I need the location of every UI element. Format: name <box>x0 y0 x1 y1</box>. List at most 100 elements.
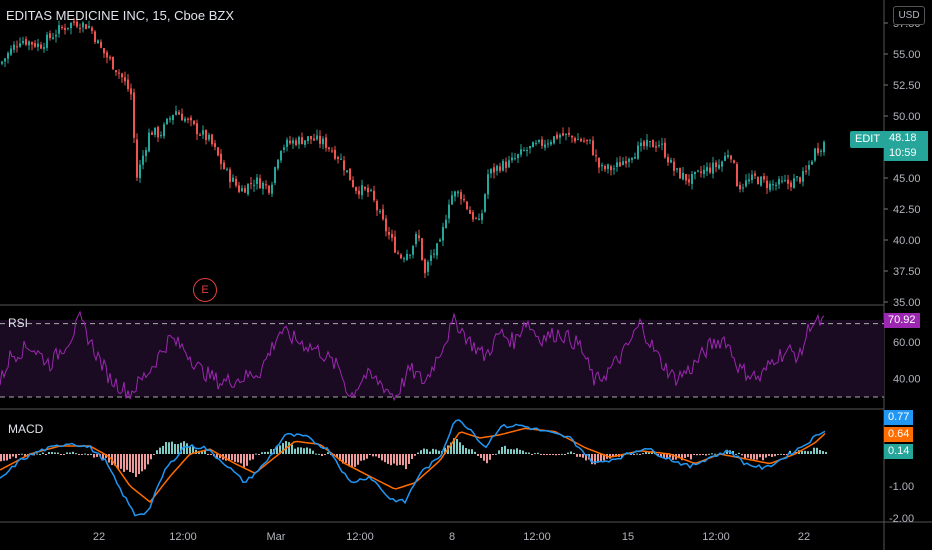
candle-body <box>547 143 549 145</box>
candle-body <box>115 70 117 73</box>
candle-body <box>685 173 687 181</box>
rsi-label[interactable]: RSI <box>8 316 29 330</box>
candle-body <box>505 161 507 169</box>
macd-histogram-bar <box>51 452 53 454</box>
candle-body <box>481 213 483 221</box>
candle-body <box>520 149 522 155</box>
candle-body <box>442 226 444 241</box>
candle-body <box>511 157 513 161</box>
candle-body <box>343 160 345 171</box>
macd-histogram-bar <box>678 454 680 459</box>
candle-body <box>124 77 126 82</box>
macd-histogram-bar <box>9 454 11 459</box>
macd-histogram-bar <box>591 454 593 465</box>
candle-body <box>181 113 183 121</box>
candle-body <box>475 218 477 220</box>
candle-body <box>724 155 726 161</box>
candle-body <box>430 255 432 261</box>
candle-body <box>244 188 246 193</box>
candle-body <box>814 148 816 161</box>
time-tick-label: 12:00 <box>523 531 551 543</box>
candle-body <box>553 136 555 144</box>
macd-histogram-bar <box>363 454 365 461</box>
candle-body <box>487 174 489 195</box>
candle-body <box>616 162 618 167</box>
rsi-pane[interactable] <box>0 310 884 402</box>
macd-histogram-bar <box>666 454 668 459</box>
macd-label[interactable]: MACD <box>8 422 44 436</box>
macd-histogram-bar <box>126 454 128 470</box>
macd-histogram-bar <box>354 454 356 467</box>
candle-body <box>397 252 399 254</box>
candle-body <box>811 161 813 165</box>
candle-body <box>121 73 123 78</box>
macd-histogram-bar <box>687 454 689 457</box>
macd-histogram-bar <box>636 453 638 455</box>
macd-histogram-bar <box>87 454 89 456</box>
macd-pane[interactable] <box>0 419 827 517</box>
rsi-tick-label: 60.00 <box>893 337 921 349</box>
candle-body <box>1 61 3 64</box>
earnings-marker-icon[interactable]: E <box>193 278 217 302</box>
macd-histogram-bar <box>309 448 311 454</box>
macd-histogram-bar <box>369 454 371 455</box>
macd-histogram-bar <box>429 451 431 454</box>
candle-body <box>625 160 627 164</box>
macd-histogram-bar <box>3 454 5 461</box>
time-axis[interactable]: 22 12:00 Mar 12:00 8 12:00 15 12:00 22 <box>93 531 810 543</box>
candle-body <box>604 166 606 170</box>
macd-histogram-bar <box>684 454 686 458</box>
candle-body <box>304 140 306 145</box>
macd-histogram-bar <box>516 448 518 454</box>
candle-body <box>154 127 156 135</box>
macd-histogram-bar <box>435 449 437 454</box>
macd-histogram-bar <box>90 453 92 455</box>
macd-histogram-bar <box>444 447 446 454</box>
candle-body <box>451 195 453 205</box>
candle-body <box>385 218 387 232</box>
time-tick-label: 22 <box>798 531 810 543</box>
macd-histogram-bar <box>759 454 761 458</box>
macd-histogram-bar <box>0 454 2 462</box>
candle-body <box>817 148 819 153</box>
macd-histogram-bar <box>156 450 158 454</box>
candle-body <box>790 182 792 188</box>
candle-body <box>235 178 237 186</box>
candle-body <box>502 160 504 171</box>
macd-histogram-bar <box>483 454 485 461</box>
price-pane[interactable] <box>1 16 825 279</box>
candle-body <box>169 118 171 120</box>
macd-histogram-bar <box>201 451 203 454</box>
macd-histogram-bar <box>135 454 137 478</box>
candle-body <box>103 48 105 54</box>
macd-histogram-bar <box>744 454 746 460</box>
macd-histogram-bar <box>780 453 782 455</box>
candle-body <box>526 150 528 152</box>
candle-body <box>331 150 333 152</box>
macd-histogram-bar <box>267 451 269 454</box>
candle-body <box>712 162 714 174</box>
macd-histogram-bar <box>540 454 542 455</box>
macd-histogram-bar <box>174 443 176 454</box>
macd-histogram-bar <box>240 454 242 464</box>
macd-histogram-bar <box>555 454 557 456</box>
macd-histogram-bar <box>810 451 812 454</box>
candle-body <box>388 232 390 235</box>
currency-button[interactable]: USD <box>893 6 925 25</box>
candle-body <box>373 190 375 201</box>
macd-histogram-bar <box>528 452 530 454</box>
macd-histogram-bar <box>534 453 536 455</box>
candle-body <box>340 158 342 160</box>
candle-body <box>634 156 636 159</box>
candle-body <box>220 153 222 164</box>
candle-body <box>130 88 132 95</box>
candle-body <box>613 168 615 170</box>
rsi-band <box>0 320 884 397</box>
macd-histogram-bar <box>564 454 566 455</box>
macd-histogram-bar <box>219 454 221 459</box>
macd-histogram-bar <box>762 454 764 461</box>
macd-histogram-bar <box>150 454 152 460</box>
macd-histogram-bar <box>462 445 464 454</box>
macd-histogram-bar <box>714 453 716 455</box>
